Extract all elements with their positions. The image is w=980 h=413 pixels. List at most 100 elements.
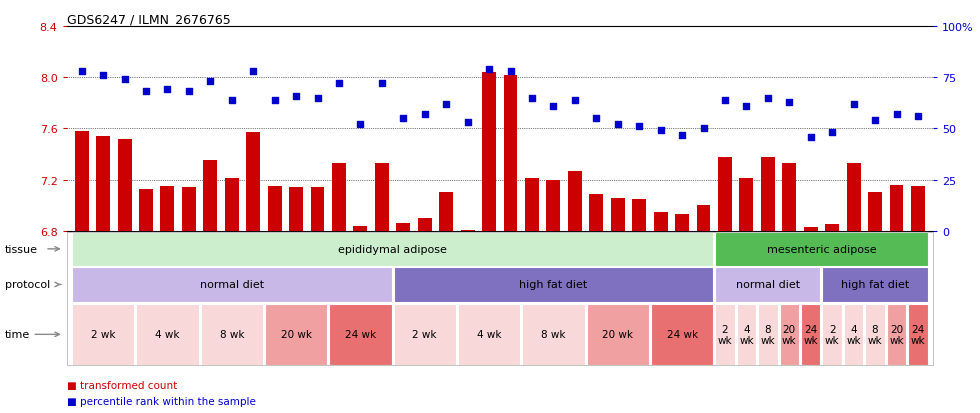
Bar [890, 185, 904, 231]
Point [846, 101, 861, 108]
Bar [396, 223, 411, 231]
Point [674, 132, 690, 138]
Text: 4 wk: 4 wk [155, 330, 179, 339]
Point [288, 93, 304, 100]
Point [223, 97, 239, 104]
Text: GDS6247 / ILMN_2676765: GDS6247 / ILMN_2676765 [67, 13, 230, 26]
Bar [760, 157, 775, 231]
Text: epididymal adipose: epididymal adipose [338, 244, 447, 254]
Bar [504, 76, 517, 231]
Text: 20
wk: 20 wk [889, 324, 904, 345]
Text: 8
wk: 8 wk [867, 324, 882, 345]
Bar [482, 73, 496, 231]
Point [181, 89, 197, 95]
Point [353, 122, 368, 128]
Point [803, 134, 818, 140]
Bar [567, 171, 582, 231]
Text: 2 wk: 2 wk [413, 330, 437, 339]
Bar [718, 157, 732, 231]
Point [631, 124, 647, 131]
Bar [525, 179, 539, 231]
Bar [417, 218, 432, 231]
Bar [740, 179, 754, 231]
Text: normal diet: normal diet [200, 280, 264, 290]
Bar [74, 132, 88, 231]
Point [867, 118, 883, 124]
Text: high fat diet: high fat diet [519, 280, 588, 290]
Text: protocol: protocol [5, 280, 50, 290]
Text: 24 wk: 24 wk [666, 330, 698, 339]
Bar [332, 164, 346, 231]
Point [610, 122, 625, 128]
Bar [868, 193, 882, 231]
Text: 2 wk: 2 wk [91, 330, 116, 339]
Point [460, 120, 475, 126]
Point [889, 112, 905, 118]
Point [546, 103, 562, 110]
Text: mesenteric adipose: mesenteric adipose [766, 244, 876, 254]
Point [653, 128, 668, 134]
Bar [911, 187, 925, 231]
Bar [203, 161, 218, 231]
Text: ■ transformed count: ■ transformed count [67, 380, 176, 390]
Point [74, 69, 89, 75]
Point [416, 112, 432, 118]
Text: 24 wk: 24 wk [345, 330, 376, 339]
Bar [675, 215, 689, 231]
Text: ■ percentile rank within the sample: ■ percentile rank within the sample [67, 396, 256, 406]
Bar [782, 164, 797, 231]
Point [760, 95, 776, 102]
Bar [439, 193, 453, 231]
Bar [246, 133, 260, 231]
Point [567, 97, 583, 104]
Bar [847, 164, 860, 231]
Text: 24
wk: 24 wk [804, 324, 818, 345]
Bar [182, 188, 196, 231]
Point [717, 97, 733, 104]
Bar [825, 225, 839, 231]
Bar [96, 137, 110, 231]
Text: tissue: tissue [5, 244, 38, 254]
Point [331, 81, 347, 88]
Point [245, 69, 261, 75]
Point [910, 114, 926, 120]
Bar [589, 194, 604, 231]
Point [203, 79, 219, 85]
Bar [547, 180, 561, 231]
Text: 2
wk: 2 wk [825, 324, 840, 345]
Point [524, 95, 540, 102]
Point [781, 99, 797, 106]
Text: 20 wk: 20 wk [280, 330, 312, 339]
Point [503, 69, 518, 75]
Point [160, 87, 175, 93]
Text: 24
wk: 24 wk [910, 324, 925, 345]
Text: normal diet: normal diet [736, 280, 800, 290]
Point [267, 97, 282, 104]
Bar [289, 188, 303, 231]
Text: high fat diet: high fat diet [841, 280, 909, 290]
Point [739, 103, 755, 110]
Bar [632, 199, 646, 231]
Point [824, 130, 840, 136]
Bar [654, 212, 667, 231]
Bar [118, 139, 131, 231]
Point [696, 126, 711, 132]
Bar [804, 228, 817, 231]
Point [117, 77, 132, 83]
Text: 4
wk: 4 wk [739, 324, 754, 345]
Point [396, 116, 412, 122]
Text: 4
wk: 4 wk [847, 324, 861, 345]
Point [310, 95, 325, 102]
Bar [268, 187, 281, 231]
Point [138, 89, 154, 95]
Bar [461, 230, 474, 231]
Point [588, 116, 604, 122]
Text: time: time [5, 330, 30, 339]
Bar [224, 179, 239, 231]
Text: 20
wk: 20 wk [782, 324, 797, 345]
Bar [697, 206, 710, 231]
Text: 4 wk: 4 wk [477, 330, 502, 339]
Text: 8 wk: 8 wk [220, 330, 244, 339]
Bar [311, 188, 324, 231]
Bar [139, 189, 153, 231]
